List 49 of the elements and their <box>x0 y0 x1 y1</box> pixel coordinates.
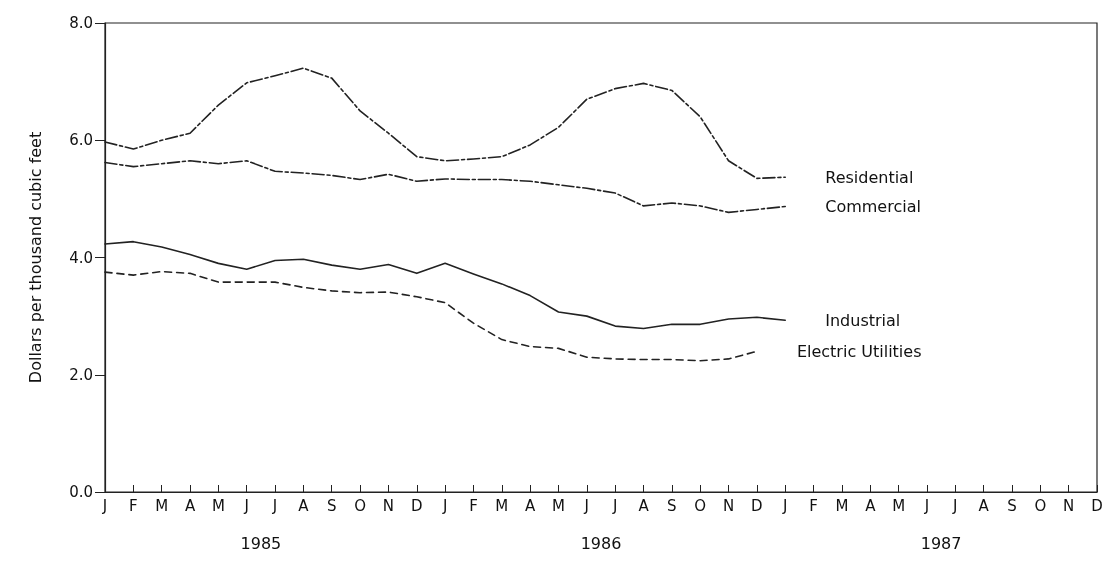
x-tick-label: F <box>469 496 478 515</box>
text: Commercial <box>825 197 921 216</box>
x-tick-label: D <box>751 496 763 515</box>
y-tick-label: 4.0 <box>69 248 93 267</box>
x-tick-label: F <box>129 496 138 515</box>
y-tick-label: 0.0 <box>69 483 93 501</box>
x-tick-label: J <box>243 496 249 515</box>
x-tick-label: J <box>583 496 590 515</box>
x-tick-label: A <box>638 496 650 515</box>
x-tick-label: S <box>326 496 337 515</box>
y-tick-label: 2.0 <box>69 365 93 384</box>
x-tick-label: O <box>1034 496 1047 515</box>
x-tick-label: J <box>611 496 618 515</box>
x-tick-label: J <box>441 496 448 515</box>
x-tick-label: O <box>354 496 366 515</box>
x-tick-label: A <box>184 496 196 515</box>
y-axis-title: Dollars per thousand cubic feet <box>25 131 45 384</box>
x-tick-label: M <box>835 496 849 515</box>
x-tick-label: J <box>782 496 788 515</box>
x-tick-label: S <box>667 496 677 515</box>
x-tick-label: M <box>495 496 509 515</box>
x-tick-label: M <box>211 496 225 515</box>
x-tick-label: D <box>1091 496 1103 515</box>
text: 1986 <box>580 533 622 553</box>
x-tick-label: D <box>410 496 423 515</box>
x-tick-label: J <box>271 496 278 515</box>
x-tick-label: N <box>722 496 735 515</box>
x-tick-label: A <box>865 496 877 515</box>
x-tick-label: N <box>382 496 395 515</box>
x-tick-label: F <box>809 496 818 515</box>
text: Residential <box>825 167 914 187</box>
x-tick-label: J <box>101 496 108 515</box>
x-tick-label: M <box>892 496 906 515</box>
x-tick-label: J <box>952 496 958 515</box>
y-tick-label: 6.0 <box>69 131 93 150</box>
x-tick-label: A <box>525 496 537 515</box>
y-tick-label: 8.0 <box>69 14 93 32</box>
text: 1985 <box>240 533 282 553</box>
x-tick-label: M <box>155 496 169 515</box>
text: Electric Utilities <box>796 341 922 361</box>
x-tick-label: A <box>978 496 990 515</box>
x-tick-label: A <box>298 496 310 515</box>
text: 1987 <box>920 533 962 553</box>
text: Industrial <box>825 310 901 330</box>
x-tick-label: O <box>694 496 707 515</box>
x-tick-label: N <box>1063 496 1075 515</box>
x-tick-label: S <box>1007 496 1017 515</box>
x-tick-label: J <box>923 496 930 515</box>
x-tick-label: M <box>552 496 565 515</box>
